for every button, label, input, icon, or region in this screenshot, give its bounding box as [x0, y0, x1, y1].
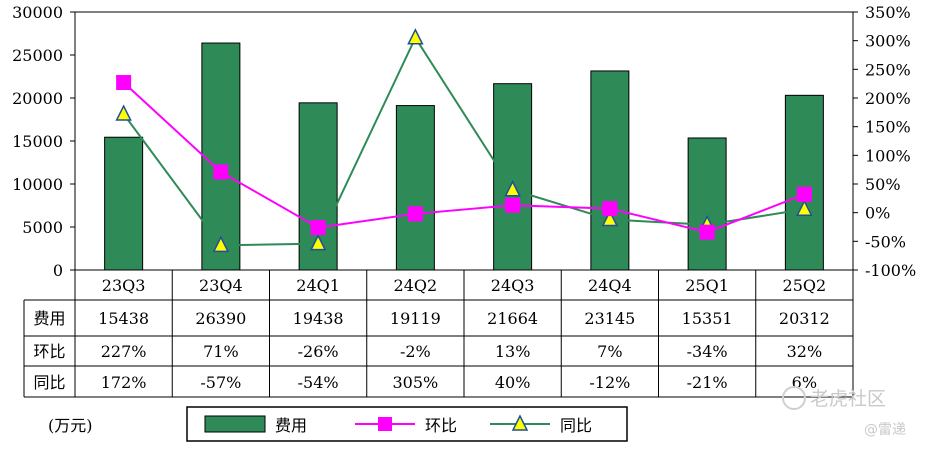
right-axis-tick-label: 350%: [865, 3, 911, 22]
right-axis-tick-label: 200%: [865, 89, 911, 108]
bar-series: [104, 42, 824, 271]
right-axis-tick-label: 100%: [865, 146, 911, 165]
legend-label: 费用: [275, 416, 307, 435]
legend-square-marker: [378, 417, 392, 431]
square-marker: [407, 206, 423, 222]
category-label: 23Q4: [199, 276, 243, 295]
triangle-marker: [309, 233, 327, 251]
left-axis-tick-label: 25000: [12, 46, 63, 65]
square-marker: [796, 186, 812, 202]
row-label: 费用: [33, 309, 65, 328]
series-line: [122, 35, 805, 247]
square-marker: [505, 197, 521, 213]
triangle-marker: [407, 28, 424, 45]
square-marker: [699, 224, 715, 240]
category-label: 23Q3: [102, 276, 146, 295]
category-label: 25Q1: [685, 276, 729, 295]
table-cell: -54%: [298, 373, 339, 392]
bar: [590, 70, 630, 271]
category-label: 24Q1: [296, 276, 340, 295]
table-cell: 32%: [787, 342, 823, 361]
table-cell: 20312: [779, 309, 830, 328]
table-cell: 15351: [682, 309, 733, 328]
category-label: 24Q3: [491, 276, 535, 295]
unit-label: (万元): [48, 416, 93, 435]
table-cell: 15438: [98, 309, 149, 328]
row-label: 环比: [33, 342, 65, 361]
table-cell: 13%: [495, 342, 531, 361]
table-cell: 19119: [390, 309, 441, 328]
tiger-logo-icon: [782, 386, 806, 410]
table-cell: -26%: [298, 342, 339, 361]
axis-ticks: 0 5000 10000 15000 20000 25000 30000 -100% -50% 0…: [12, 3, 916, 280]
right-axis-tick-label: 50%: [865, 175, 901, 194]
watermark: 老虎社区 @雷递: [782, 386, 906, 438]
legend-swatch-bar: [204, 415, 266, 433]
square-marker: [310, 220, 326, 236]
table-cell: 305%: [393, 373, 439, 392]
right-axis-tick-label: 300%: [865, 32, 911, 51]
table-cell: -12%: [589, 373, 630, 392]
triangle-marker: [212, 235, 230, 253]
legend-label: 环比: [425, 416, 457, 435]
table-cell: -2%: [400, 342, 431, 361]
legend-label: 同比: [560, 416, 592, 435]
data-table: 23Q3 23Q4 24Q1 24Q2 24Q3 24Q4 25Q1 25Q2 费用 15438 2…: [23, 269, 854, 398]
right-axis-tick-label: -100%: [865, 261, 916, 280]
triangle-marker: [115, 104, 132, 121]
bar: [395, 105, 435, 271]
table-cell: 71%: [203, 342, 239, 361]
watermark-main: 老虎社区: [810, 388, 886, 410]
triangle-marker: [601, 209, 619, 227]
table-cell: 227%: [101, 342, 147, 361]
right-axis-tick-label: -50%: [865, 232, 906, 251]
bar: [493, 83, 533, 271]
triangle-marker: [796, 199, 813, 216]
left-axis-tick-label: 5000: [22, 218, 63, 237]
series-line: [122, 81, 805, 234]
table-cell: -57%: [200, 373, 241, 392]
table-cell: 19438: [293, 309, 344, 328]
table-cell: -21%: [687, 373, 728, 392]
table-cell: 7%: [597, 342, 622, 361]
plot-frame: [74, 11, 854, 271]
bar: [201, 42, 241, 271]
left-axis-tick-label: 20000: [12, 89, 63, 108]
category-label: 24Q4: [588, 276, 632, 295]
category-label: 24Q2: [394, 276, 438, 295]
table-cell: 40%: [495, 373, 531, 392]
square-marker: [213, 164, 229, 180]
bar: [687, 137, 727, 271]
square-marker: [602, 201, 618, 217]
legend-triangle-marker: [511, 414, 529, 431]
table-cell: 23145: [584, 309, 635, 328]
category-label: 25Q2: [783, 276, 827, 295]
table-cell: 26390: [195, 309, 246, 328]
right-axis-tick-label: 0%: [865, 204, 890, 223]
bar: [784, 94, 824, 271]
line-series: [115, 28, 813, 253]
row-label: 同比: [33, 373, 65, 392]
left-axis-tick-label: 30000: [12, 3, 63, 22]
left-axis-tick-label: 0: [53, 261, 63, 280]
watermark-sub: @雷递: [864, 422, 906, 438]
table-cell: -34%: [687, 342, 728, 361]
table-cell: 21664: [487, 309, 538, 328]
left-axis-tick-label: 10000: [12, 175, 63, 194]
right-axis-tick-label: 150%: [865, 118, 911, 137]
bar: [104, 136, 144, 271]
plot-area-border: [74, 11, 854, 271]
square-marker: [116, 75, 132, 91]
triangle-marker: [504, 180, 521, 197]
table-cell: 172%: [101, 373, 147, 392]
left-axis-tick-label: 15000: [12, 132, 63, 151]
legend: 费用 环比 同比: [186, 406, 628, 442]
right-axis-tick-label: 250%: [865, 60, 911, 79]
